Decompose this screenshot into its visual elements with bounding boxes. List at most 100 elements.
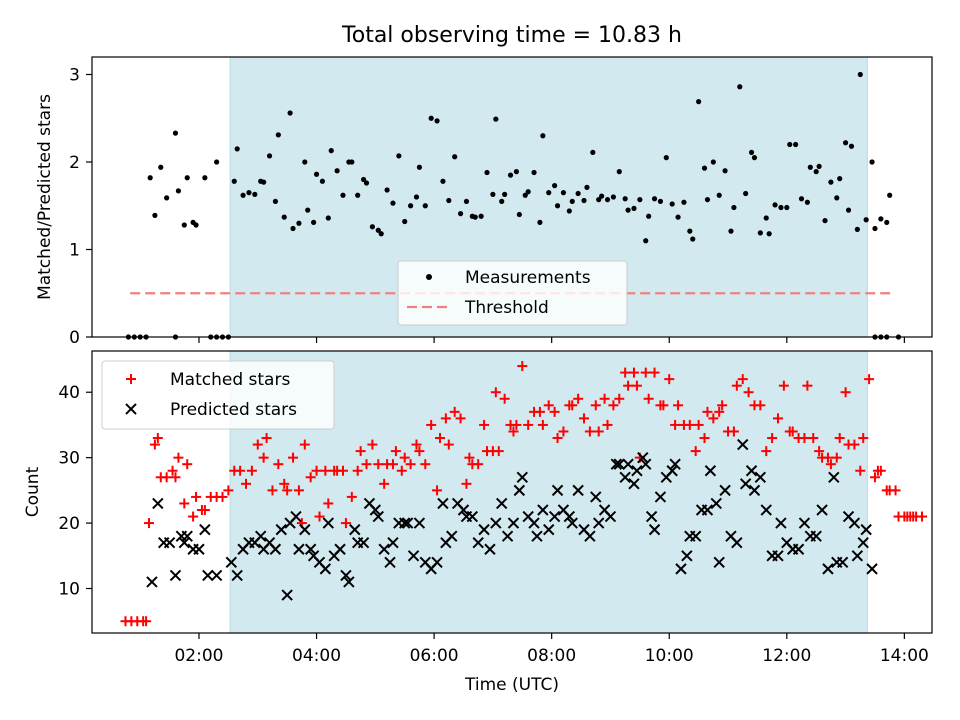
measurement-point bbox=[252, 191, 258, 197]
matched-star-point bbox=[305, 472, 316, 483]
predicted-star-point bbox=[231, 569, 243, 582]
predicted-star-point bbox=[169, 569, 182, 582]
measurement-point bbox=[446, 197, 452, 204]
predicted-star-point bbox=[704, 465, 717, 477]
measurement-point bbox=[631, 205, 637, 211]
measurement-point bbox=[275, 132, 281, 138]
measurement-point bbox=[845, 207, 852, 213]
measurement-point bbox=[369, 224, 375, 230]
predicted-star-point bbox=[654, 491, 667, 503]
measurement-point bbox=[231, 178, 237, 184]
predicted-star-point bbox=[648, 523, 661, 536]
x-tick-label: 14:00 bbox=[880, 646, 929, 666]
matched-star-point bbox=[246, 465, 257, 476]
matched-star-point bbox=[737, 374, 748, 385]
matched-star-point bbox=[235, 465, 246, 476]
matched-star-point bbox=[584, 426, 595, 437]
ratio-x-axis-ticks bbox=[198, 337, 905, 343]
matched-star-point bbox=[282, 485, 293, 496]
matched-star-point bbox=[323, 498, 334, 509]
matched-star-point bbox=[387, 459, 398, 470]
matched-star-point bbox=[602, 419, 613, 430]
ratio-y-tick-label: 1 bbox=[69, 241, 80, 261]
count-y-tick-label: 30 bbox=[58, 449, 80, 469]
measurement-point bbox=[513, 169, 520, 175]
matched-star-point bbox=[414, 446, 425, 457]
matched-star-point bbox=[799, 433, 810, 444]
measurement-point bbox=[569, 198, 575, 204]
measurement-point bbox=[798, 196, 805, 202]
predicted-star-point bbox=[290, 510, 302, 523]
predicted-star-point bbox=[548, 510, 561, 523]
predicted-star-point bbox=[628, 478, 640, 490]
count-y-axis-label: Count bbox=[23, 466, 43, 517]
measurement-point bbox=[463, 198, 470, 204]
predicted-star-point bbox=[610, 458, 623, 470]
measurement-point bbox=[184, 175, 190, 181]
measurement-point bbox=[240, 192, 246, 198]
matched-star-point bbox=[523, 419, 534, 430]
predicted-star-point bbox=[701, 504, 714, 516]
chart-title: Total observing time = 10.83 h bbox=[341, 23, 682, 48]
measurement-point bbox=[696, 99, 702, 105]
measurement-point bbox=[202, 175, 208, 181]
predicted-star-point bbox=[810, 530, 822, 542]
measurement-point bbox=[657, 198, 664, 204]
matched-star-point bbox=[461, 478, 472, 489]
measurement-point bbox=[687, 228, 693, 234]
count-points bbox=[120, 361, 928, 627]
matched-star-point bbox=[314, 511, 325, 522]
measurement-point bbox=[828, 179, 834, 185]
matched-star-point bbox=[379, 478, 390, 489]
predicted-star-point bbox=[372, 510, 384, 523]
predicted-star-point bbox=[407, 550, 420, 562]
matched-star-point bbox=[693, 419, 704, 430]
observing-window-shade bbox=[229, 350, 868, 634]
measurement-point bbox=[731, 204, 737, 211]
matched-star-point bbox=[849, 439, 860, 450]
x-tick-label: 02:00 bbox=[174, 646, 223, 666]
measurement-point bbox=[616, 169, 622, 175]
measurement-point bbox=[848, 143, 855, 149]
measurement-point bbox=[599, 193, 605, 199]
matched-star-point bbox=[293, 485, 304, 496]
matched-star-point bbox=[599, 393, 610, 404]
measurement-point bbox=[872, 225, 878, 232]
measurement-point bbox=[637, 197, 643, 203]
matched-star-point bbox=[649, 367, 660, 378]
measurement-point bbox=[214, 159, 220, 165]
count-panel: 10 20 30 40 02:00 04:00 06:00 08:00 10:00 12:00 1… bbox=[23, 350, 933, 695]
predicted-star-point bbox=[357, 537, 370, 549]
measurement-point bbox=[261, 179, 267, 185]
predicted-star-point bbox=[513, 484, 526, 497]
measurement-point bbox=[842, 140, 849, 146]
ratio-y-tick-label: 3 bbox=[69, 66, 80, 86]
measurement-point bbox=[287, 110, 293, 116]
matched-legend-glyph bbox=[126, 374, 136, 384]
predicted-star-point bbox=[590, 491, 602, 503]
ratio-y-axis-ticks: 0 1 2 3 bbox=[69, 66, 92, 348]
predicted-star-point bbox=[822, 563, 834, 575]
matched-star-point bbox=[443, 439, 454, 450]
matched-star-point bbox=[731, 380, 742, 391]
predicted-star-point bbox=[349, 523, 361, 536]
predicted-star-point bbox=[675, 563, 687, 575]
measurement-point bbox=[763, 215, 769, 221]
measurement-point bbox=[340, 192, 346, 198]
measurement-point bbox=[396, 153, 402, 159]
matched-star-point bbox=[499, 393, 510, 404]
matched-star-point bbox=[288, 452, 299, 463]
predicted-star-point bbox=[592, 517, 605, 529]
matched-star-point bbox=[717, 400, 728, 411]
matched-star-point bbox=[840, 387, 851, 398]
matched-legend-marker bbox=[126, 374, 136, 384]
matched-star-point bbox=[814, 446, 825, 457]
measurement-point bbox=[751, 155, 758, 161]
predicted-star-point bbox=[507, 517, 520, 529]
matched-star-point bbox=[690, 446, 701, 457]
measurement-point bbox=[554, 203, 561, 209]
predicted-star-point bbox=[146, 576, 158, 588]
measurement-point bbox=[334, 168, 340, 174]
measurement-point bbox=[413, 194, 420, 200]
measurement-point bbox=[787, 141, 793, 148]
